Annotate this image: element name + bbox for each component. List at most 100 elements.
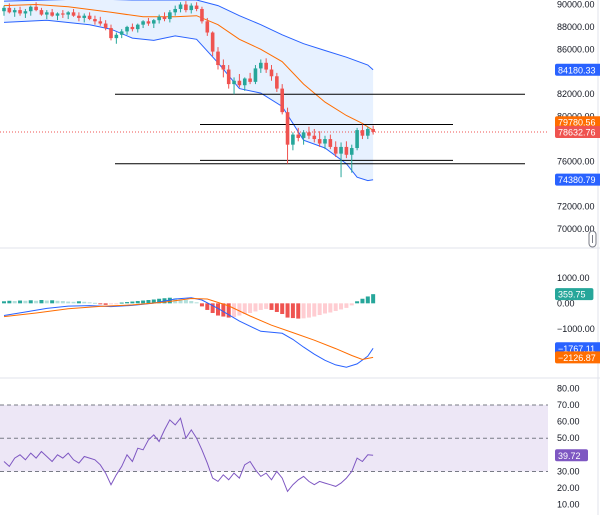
macd-pane: 1000.00 0.00 −1000.00 359.75 −1767.11−2126.8… bbox=[2, 273, 600, 368]
candle-body bbox=[2, 7, 6, 12]
macd-histogram-bar bbox=[12, 301, 17, 304]
candle-body bbox=[189, 5, 194, 11]
candle-body bbox=[28, 6, 33, 12]
macd-histogram-bar bbox=[7, 300, 12, 304]
candle-body bbox=[18, 10, 22, 14]
candle-body bbox=[307, 132, 311, 136]
candle-body bbox=[210, 32, 215, 52]
macd-histogram-bar bbox=[135, 301, 140, 304]
macd-histogram-bar bbox=[269, 303, 274, 310]
macd-badge-bg bbox=[555, 288, 594, 301]
candle-body bbox=[34, 6, 38, 11]
candle-body bbox=[285, 112, 290, 145]
macd-histogram-bar bbox=[50, 300, 55, 304]
candle-body bbox=[371, 128, 375, 132]
price-axis-tick-label: 90000.00 bbox=[557, 0, 595, 9]
rsi-badge-bg bbox=[555, 449, 588, 462]
rsi-badge: 39.72 bbox=[558, 451, 581, 461]
macd-axis-tick-label: 1000.00 bbox=[557, 273, 590, 283]
macd-histogram-bar bbox=[323, 303, 327, 314]
candle-body bbox=[114, 34, 119, 39]
candle-body bbox=[157, 16, 161, 21]
macd-histogram-bar bbox=[301, 303, 306, 319]
candle-body bbox=[253, 68, 258, 82]
macd-badge-bg bbox=[555, 351, 600, 364]
candle-body bbox=[12, 10, 17, 13]
price-badge: 74380.79 bbox=[558, 175, 596, 185]
macd-histogram-bar bbox=[60, 301, 65, 304]
candle-body bbox=[312, 135, 317, 140]
price-axis-tick-label: 72000.00 bbox=[557, 201, 595, 211]
macd-badge: −2126.87 bbox=[558, 353, 596, 363]
macd-histogram-bar bbox=[280, 303, 285, 315]
bollinger-upper-line bbox=[3, 0, 374, 71]
candle-body bbox=[23, 11, 28, 14]
macd-histogram-bar bbox=[44, 300, 49, 304]
candle-body bbox=[237, 80, 242, 86]
macd-histogram-bar bbox=[194, 302, 199, 304]
macd-histogram-bar bbox=[183, 300, 188, 304]
price-axis-tick-label: 70000.00 bbox=[557, 224, 595, 234]
rsi-line bbox=[3, 417, 374, 493]
macd-histogram-bar bbox=[98, 303, 103, 305]
candle-body bbox=[328, 139, 333, 147]
macd-histogram-bar bbox=[296, 303, 301, 319]
macd-histogram-bar bbox=[34, 300, 39, 304]
macd-histogram-bar bbox=[242, 303, 247, 315]
candle-body bbox=[55, 13, 60, 16]
candle-body bbox=[66, 12, 70, 15]
rsi-axis-tick-label: 20.00 bbox=[557, 483, 580, 493]
macd-histogram-bar bbox=[82, 301, 87, 304]
macd-histogram-bar bbox=[157, 298, 162, 304]
macd-histogram-bar bbox=[18, 300, 23, 304]
macd-badge: −1767.11 bbox=[558, 344, 595, 354]
rsi-axis-tick-label: 60.00 bbox=[557, 417, 580, 427]
candle-body bbox=[125, 26, 129, 32]
price-axis-tick-label: 76000.00 bbox=[557, 156, 595, 166]
candle-body bbox=[173, 8, 177, 13]
candle-body bbox=[71, 12, 76, 16]
candle-body bbox=[280, 88, 284, 113]
candle-body bbox=[119, 31, 124, 35]
candle-body bbox=[221, 65, 226, 70]
macd-histogram-bar bbox=[290, 303, 295, 319]
macd-histogram-bar bbox=[258, 303, 263, 310]
candle-body bbox=[130, 26, 135, 30]
candle-body bbox=[333, 146, 338, 154]
macd-axis-tick-label: −1000.00 bbox=[557, 324, 595, 334]
bollinger-band-fill bbox=[4, 0, 374, 181]
candle-body bbox=[103, 23, 108, 29]
macd-line bbox=[3, 297, 374, 368]
macd-histogram-bar bbox=[274, 303, 279, 312]
rsi-axis-tick-label: 30.00 bbox=[557, 466, 580, 476]
rsi-axis-tick-label: 80.00 bbox=[557, 383, 580, 393]
macd-histogram-bar bbox=[71, 301, 76, 304]
macd-badge: 359.75 bbox=[558, 290, 586, 300]
macd-histogram-bar bbox=[178, 299, 183, 304]
candle-body bbox=[194, 5, 199, 9]
rsi-axis-tick-label: 50.00 bbox=[557, 433, 580, 443]
candle-body bbox=[259, 62, 263, 69]
price-axis-tick-label: 82000.00 bbox=[557, 89, 595, 99]
candle-body bbox=[269, 69, 274, 77]
price-badge: 78632.76 bbox=[558, 127, 596, 137]
macd-histogram-bar bbox=[248, 303, 253, 313]
candle-body bbox=[87, 15, 92, 20]
macd-histogram-bar bbox=[119, 302, 124, 304]
candle-body bbox=[291, 134, 295, 145]
price-badge: 79780.56 bbox=[558, 118, 596, 128]
candle-body bbox=[98, 21, 103, 24]
price-badge-bg bbox=[555, 63, 600, 76]
candle-body bbox=[226, 69, 231, 85]
macd-histogram-bar bbox=[355, 301, 360, 304]
macd-histogram-bar bbox=[55, 300, 60, 304]
macd-histogram-bar bbox=[221, 303, 226, 317]
rsi-axis-tick-label: 10.00 bbox=[557, 500, 580, 510]
price-badge: 84180.33 bbox=[558, 65, 596, 75]
macd-histogram-bar bbox=[28, 300, 33, 304]
macd-histogram-bar bbox=[312, 303, 317, 317]
macd-histogram-bar bbox=[371, 294, 376, 304]
candle-body bbox=[141, 21, 145, 25]
candle-body bbox=[242, 78, 247, 86]
